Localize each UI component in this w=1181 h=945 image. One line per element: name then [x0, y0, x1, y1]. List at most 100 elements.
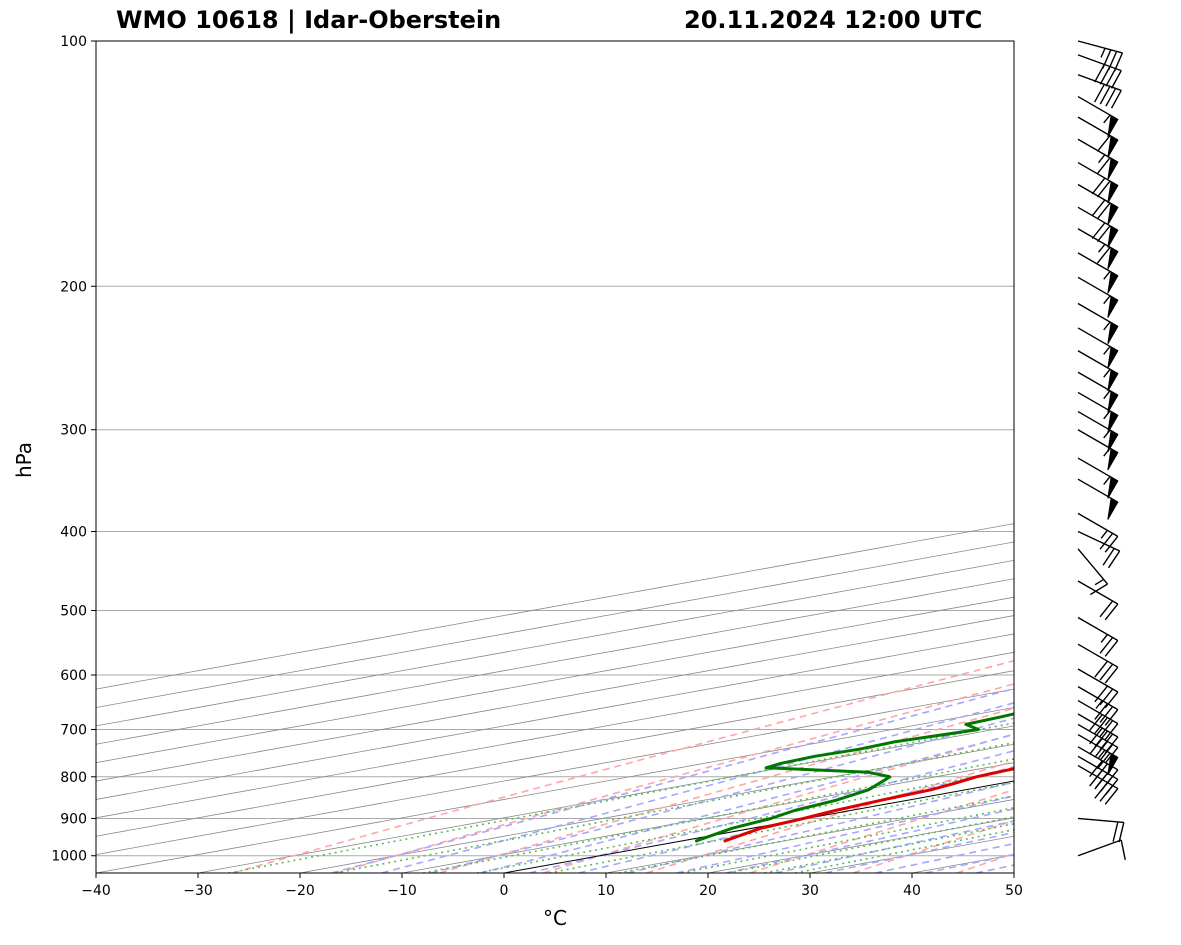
- barb-flag: [1092, 223, 1105, 239]
- y-tick-label: 200: [60, 279, 87, 295]
- x-tick-label: −10: [387, 883, 417, 899]
- barb-flag: [1100, 637, 1113, 653]
- wind-barb: [1078, 549, 1108, 595]
- y-tick-label: 500: [60, 603, 87, 619]
- barb-pennant: [1108, 272, 1118, 293]
- dry-adiabat: [1060, 41, 1181, 873]
- barb-pennant: [1108, 204, 1118, 225]
- barb-flag: [1105, 667, 1118, 683]
- barb-half-flag: [1096, 701, 1102, 709]
- barb-flag: [1100, 601, 1113, 617]
- barb-pennant: [1108, 477, 1118, 498]
- barb-flag: [1119, 822, 1124, 842]
- dry-adiabat: [853, 41, 1181, 873]
- dry-adiabat: [1164, 41, 1181, 873]
- barb-staff: [1078, 513, 1118, 536]
- isotherm-line: [402, 41, 1181, 873]
- moist-adiabat: [332, 286, 1181, 873]
- barb-flag: [1114, 53, 1122, 72]
- barb-pennant: [1108, 116, 1118, 137]
- x-axis-label: °C: [543, 906, 567, 930]
- wind-barb: [1078, 581, 1118, 620]
- isotherm-line: [912, 41, 1181, 873]
- dry-adiabat: [440, 41, 1181, 873]
- barb-flag: [1092, 200, 1105, 216]
- barb-half-flag: [1104, 322, 1110, 330]
- barb-staff: [1078, 549, 1108, 584]
- wind-barb: [1078, 818, 1124, 842]
- moist-adiabat: [382, 286, 1181, 873]
- y-axis-label: hPa: [12, 442, 36, 478]
- y-tick-label: 400: [60, 525, 87, 541]
- barb-flag: [1097, 136, 1110, 152]
- barb-half-flag: [1099, 244, 1105, 252]
- barb-flag: [1100, 664, 1113, 680]
- barb-pennant: [1108, 498, 1118, 519]
- moist-adiabat: [976, 286, 1181, 873]
- y-tick-label: 700: [60, 723, 87, 739]
- barb-half-flag: [1104, 296, 1110, 304]
- barb-half-flag: [1104, 115, 1110, 123]
- barb-staff: [1078, 41, 1122, 53]
- barb-pennant: [1108, 347, 1118, 368]
- isotherm-line: [1116, 41, 1181, 873]
- barb-half-flag: [1099, 155, 1105, 163]
- barb-pennant: [1108, 226, 1118, 247]
- y-tick-label: 800: [60, 770, 87, 786]
- barb-pennant: [1108, 158, 1118, 179]
- wind-barb: [1078, 41, 1122, 71]
- barb-flag: [1097, 158, 1110, 174]
- barb-staff: [1078, 581, 1118, 604]
- x-tick-label: 0: [500, 883, 509, 899]
- wind-barb: [1078, 644, 1118, 683]
- x-tick-label: 30: [801, 883, 819, 899]
- x-tick-label: 40: [903, 883, 921, 899]
- x-tick-label: −40: [81, 883, 111, 899]
- barb-flag: [1113, 822, 1118, 842]
- barb-pennant: [1108, 136, 1118, 157]
- x-tick-label: 10: [597, 883, 615, 899]
- barb-pennant: [1108, 296, 1118, 317]
- barb-pennant: [1108, 182, 1118, 203]
- barb-half-flag: [1095, 579, 1104, 584]
- plot-frame: [96, 41, 1014, 873]
- barb-flag: [1097, 226, 1110, 242]
- barb-flag: [1105, 789, 1118, 805]
- mixing-ratio-line: [229, 675, 1181, 873]
- background-lines: [0, 41, 1181, 873]
- barb-staff: [1078, 617, 1118, 640]
- isotherm-line: [1014, 41, 1181, 873]
- moist-adiabat: [530, 286, 1181, 873]
- dry-adiabat: [336, 41, 1181, 873]
- isotherm-line: [198, 41, 1181, 873]
- barb-pennant: [1108, 391, 1118, 412]
- barb-staff: [1078, 840, 1121, 856]
- barb-flag: [1097, 181, 1110, 197]
- y-tick-label: 900: [60, 811, 87, 827]
- wind-barb: [1078, 75, 1121, 109]
- x-tick-label: 50: [1005, 883, 1023, 899]
- wind-barb: [1078, 97, 1118, 137]
- barb-half-flag: [1101, 530, 1107, 538]
- wind-barb: [1078, 532, 1120, 568]
- barb-pennant: [1108, 431, 1118, 452]
- y-tick-label: 1000: [51, 849, 87, 865]
- y-tick-label: 600: [60, 668, 87, 684]
- y-tick-label: 100: [60, 34, 87, 50]
- barb-flag: [1105, 640, 1118, 656]
- moist-adiabat: [875, 286, 1181, 873]
- barb-pennant: [1108, 412, 1118, 433]
- barb-pennant: [1108, 449, 1118, 470]
- barb-pennant: [1108, 370, 1118, 391]
- barb-half-flag: [1101, 634, 1107, 642]
- barb-half-flag: [1104, 271, 1110, 279]
- wind-barb: [1078, 617, 1118, 656]
- moist-adiabat: [926, 286, 1181, 873]
- barb-flag: [1097, 203, 1110, 219]
- barb-half-flag: [1104, 391, 1110, 399]
- isotherm-line: [96, 41, 1181, 873]
